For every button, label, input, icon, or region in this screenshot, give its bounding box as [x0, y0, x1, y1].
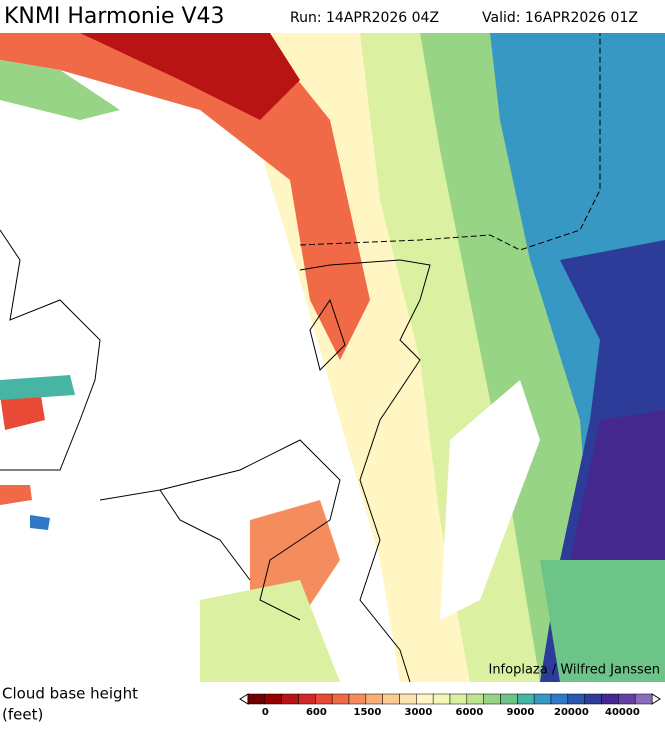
colorbar-swatch — [584, 693, 602, 705]
colorbar-tick-label: 3000 — [404, 707, 432, 718]
colorbar-tick-label: 9000 — [506, 707, 534, 718]
colorbar-swatch — [449, 693, 468, 705]
colorbar-swatch — [432, 693, 451, 705]
colorbar-swatch — [634, 693, 653, 705]
colorbar-swatch — [382, 693, 400, 705]
legend-title: Cloud base height — [2, 685, 138, 703]
colorbar-swatch — [416, 693, 434, 705]
colorbar-arrow-left — [239, 693, 249, 705]
colorbar-swatch — [466, 693, 484, 705]
colorbar-swatch — [331, 693, 350, 705]
colorbar: 0 600 1500 3000 6000 9000 20000 40000 — [239, 693, 661, 718]
colorbar-swatch — [315, 693, 333, 705]
colorbar-tick-label: 600 — [306, 707, 327, 718]
run-time: Run: 14APR2026 04Z — [290, 10, 439, 26]
colorbar-swatch — [247, 693, 266, 705]
colorbar-swatch — [567, 693, 585, 705]
colorbar-swatch — [281, 693, 299, 705]
colorbar-swatch — [264, 693, 282, 705]
valid-time: Valid: 16APR2026 01Z — [482, 10, 638, 26]
colorbar-swatch — [483, 693, 501, 705]
legend-units: (feet) — [2, 706, 43, 724]
colorbar-swatch — [298, 693, 316, 705]
colorbar-swatch — [517, 693, 535, 705]
colorbar-swatch — [533, 693, 552, 705]
colorbar-swatch — [348, 693, 367, 705]
colorbar-tick-label: 40000 — [605, 707, 640, 718]
colorbar-swatch — [365, 693, 383, 705]
colorbar-tick-label: 6000 — [455, 707, 483, 718]
colorbar-tick-label: 20000 — [554, 707, 589, 718]
colorbar-swatch — [500, 693, 518, 705]
colorbar-tick-label: 0 — [262, 707, 269, 718]
colorbar-swatch — [399, 693, 417, 705]
title: KNMI Harmonie V43 — [4, 4, 225, 29]
map: Infoplaza / Wilfred Janssen — [0, 33, 665, 682]
colorbar-arrow-right — [651, 693, 661, 705]
colorbar-swatch — [601, 693, 619, 705]
colorbar-swatch — [618, 693, 636, 705]
colorbar-tick-label: 1500 — [353, 707, 381, 718]
credit: Infoplaza / Wilfred Janssen — [488, 663, 660, 678]
colorbar-swatch — [550, 693, 569, 705]
